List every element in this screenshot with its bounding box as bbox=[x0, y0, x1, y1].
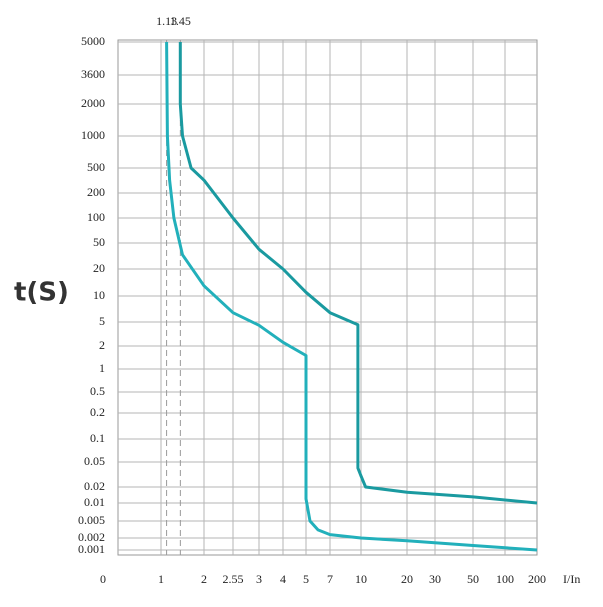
x-tick-label: 7 bbox=[327, 572, 333, 586]
x-tick-label: 2 bbox=[201, 572, 207, 586]
y-tick-label: 100 bbox=[87, 210, 105, 224]
x-tick-label: 2.55 bbox=[223, 572, 244, 586]
y-tick-label: 0.005 bbox=[78, 513, 105, 527]
y-tick-label: 5000 bbox=[81, 34, 105, 48]
y-tick-label: 2000 bbox=[81, 96, 105, 110]
y-tick-label: 20 bbox=[93, 261, 105, 275]
y-tick-label: 0.01 bbox=[84, 495, 105, 509]
y-tick-label: 3600 bbox=[81, 67, 105, 81]
y-tick-label: 0.5 bbox=[90, 384, 105, 398]
y-tick-label: 0.02 bbox=[84, 479, 105, 493]
x-tick-label: 20 bbox=[401, 572, 413, 586]
y-tick-label: 0.002 bbox=[78, 530, 105, 544]
series-line bbox=[165, 41, 538, 552]
y-tick-label: 0.2 bbox=[90, 405, 105, 419]
y-axis-label: t(S) bbox=[14, 278, 69, 308]
y-tick-label: 10 bbox=[93, 288, 105, 302]
y-tick-label: 500 bbox=[87, 160, 105, 174]
x-tick-label: 0 bbox=[100, 572, 106, 586]
y-tick-label: 5 bbox=[99, 314, 105, 328]
series-line bbox=[178, 42, 538, 505]
y-tick-label: 1000 bbox=[81, 128, 105, 142]
y-tick-label: 200 bbox=[87, 185, 105, 199]
plot-frame bbox=[117, 39, 538, 556]
y-tick-label: 50 bbox=[93, 235, 105, 249]
x-tick-label: 1 bbox=[158, 572, 164, 586]
y-tick-label: 0.001 bbox=[78, 542, 105, 556]
x-axis-label: I/In bbox=[563, 572, 580, 586]
x-tick-label: 3 bbox=[256, 572, 262, 586]
y-tick-label: 0.05 bbox=[84, 454, 105, 468]
y-tick-label: 2 bbox=[99, 338, 105, 352]
annotation-label: 1.45 bbox=[170, 14, 191, 28]
y-tick-label: 1 bbox=[99, 361, 105, 375]
x-tick-label: 100 bbox=[496, 572, 514, 586]
x-tick-label: 4 bbox=[280, 572, 286, 586]
y-tick-label: 0.1 bbox=[90, 431, 105, 445]
x-tick-label: 200 bbox=[528, 572, 546, 586]
x-tick-label: 50 bbox=[467, 572, 479, 586]
x-tick-label: 5 bbox=[303, 572, 309, 586]
x-tick-label: 30 bbox=[429, 572, 441, 586]
x-tick-label: 10 bbox=[355, 572, 367, 586]
annotation-label: 1.13 bbox=[156, 14, 177, 28]
